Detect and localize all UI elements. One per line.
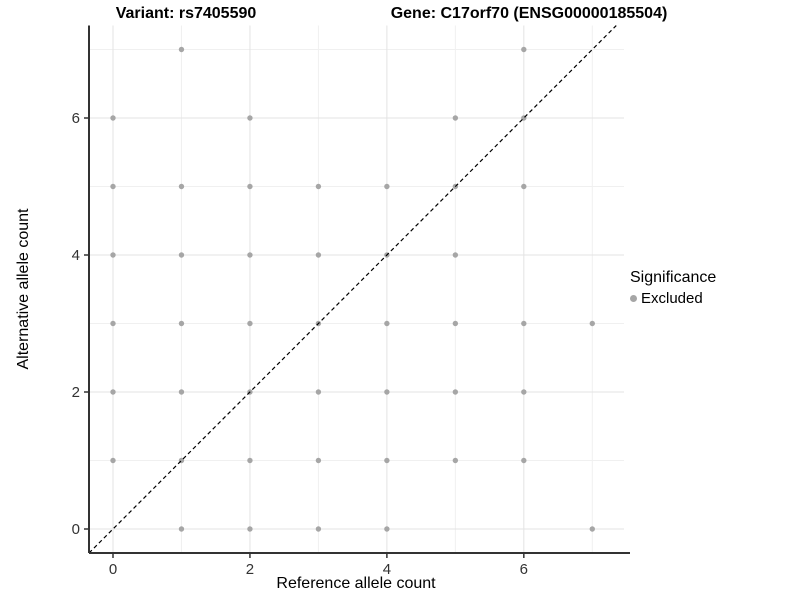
x-tick-label: 0	[109, 561, 117, 578]
plot-title-gene: Gene: C17orf70 (ENSG00000185504)	[390, 5, 668, 22]
y-axis-label: Alternative allele count	[15, 208, 32, 370]
legend-title: Significance	[630, 269, 717, 286]
legend-item-excluded: Excluded	[630, 290, 716, 307]
x-tick-label: 4	[383, 561, 391, 578]
x-axis-label: Reference allele count	[276, 575, 436, 592]
plot-title-variant: Variant: rs7405590	[115, 5, 257, 22]
legend-item-label: Excluded	[641, 290, 703, 307]
legend: Significance Excluded	[630, 269, 716, 307]
legend-dot-icon	[630, 295, 637, 302]
y-tick-label: 4	[72, 247, 80, 264]
y-tick-label: 0	[72, 521, 80, 538]
y-tick-label: 2	[72, 384, 80, 401]
y-tick-label: 6	[72, 110, 80, 127]
x-tick-label: 2	[246, 561, 254, 578]
x-tick-label: 6	[520, 561, 528, 578]
